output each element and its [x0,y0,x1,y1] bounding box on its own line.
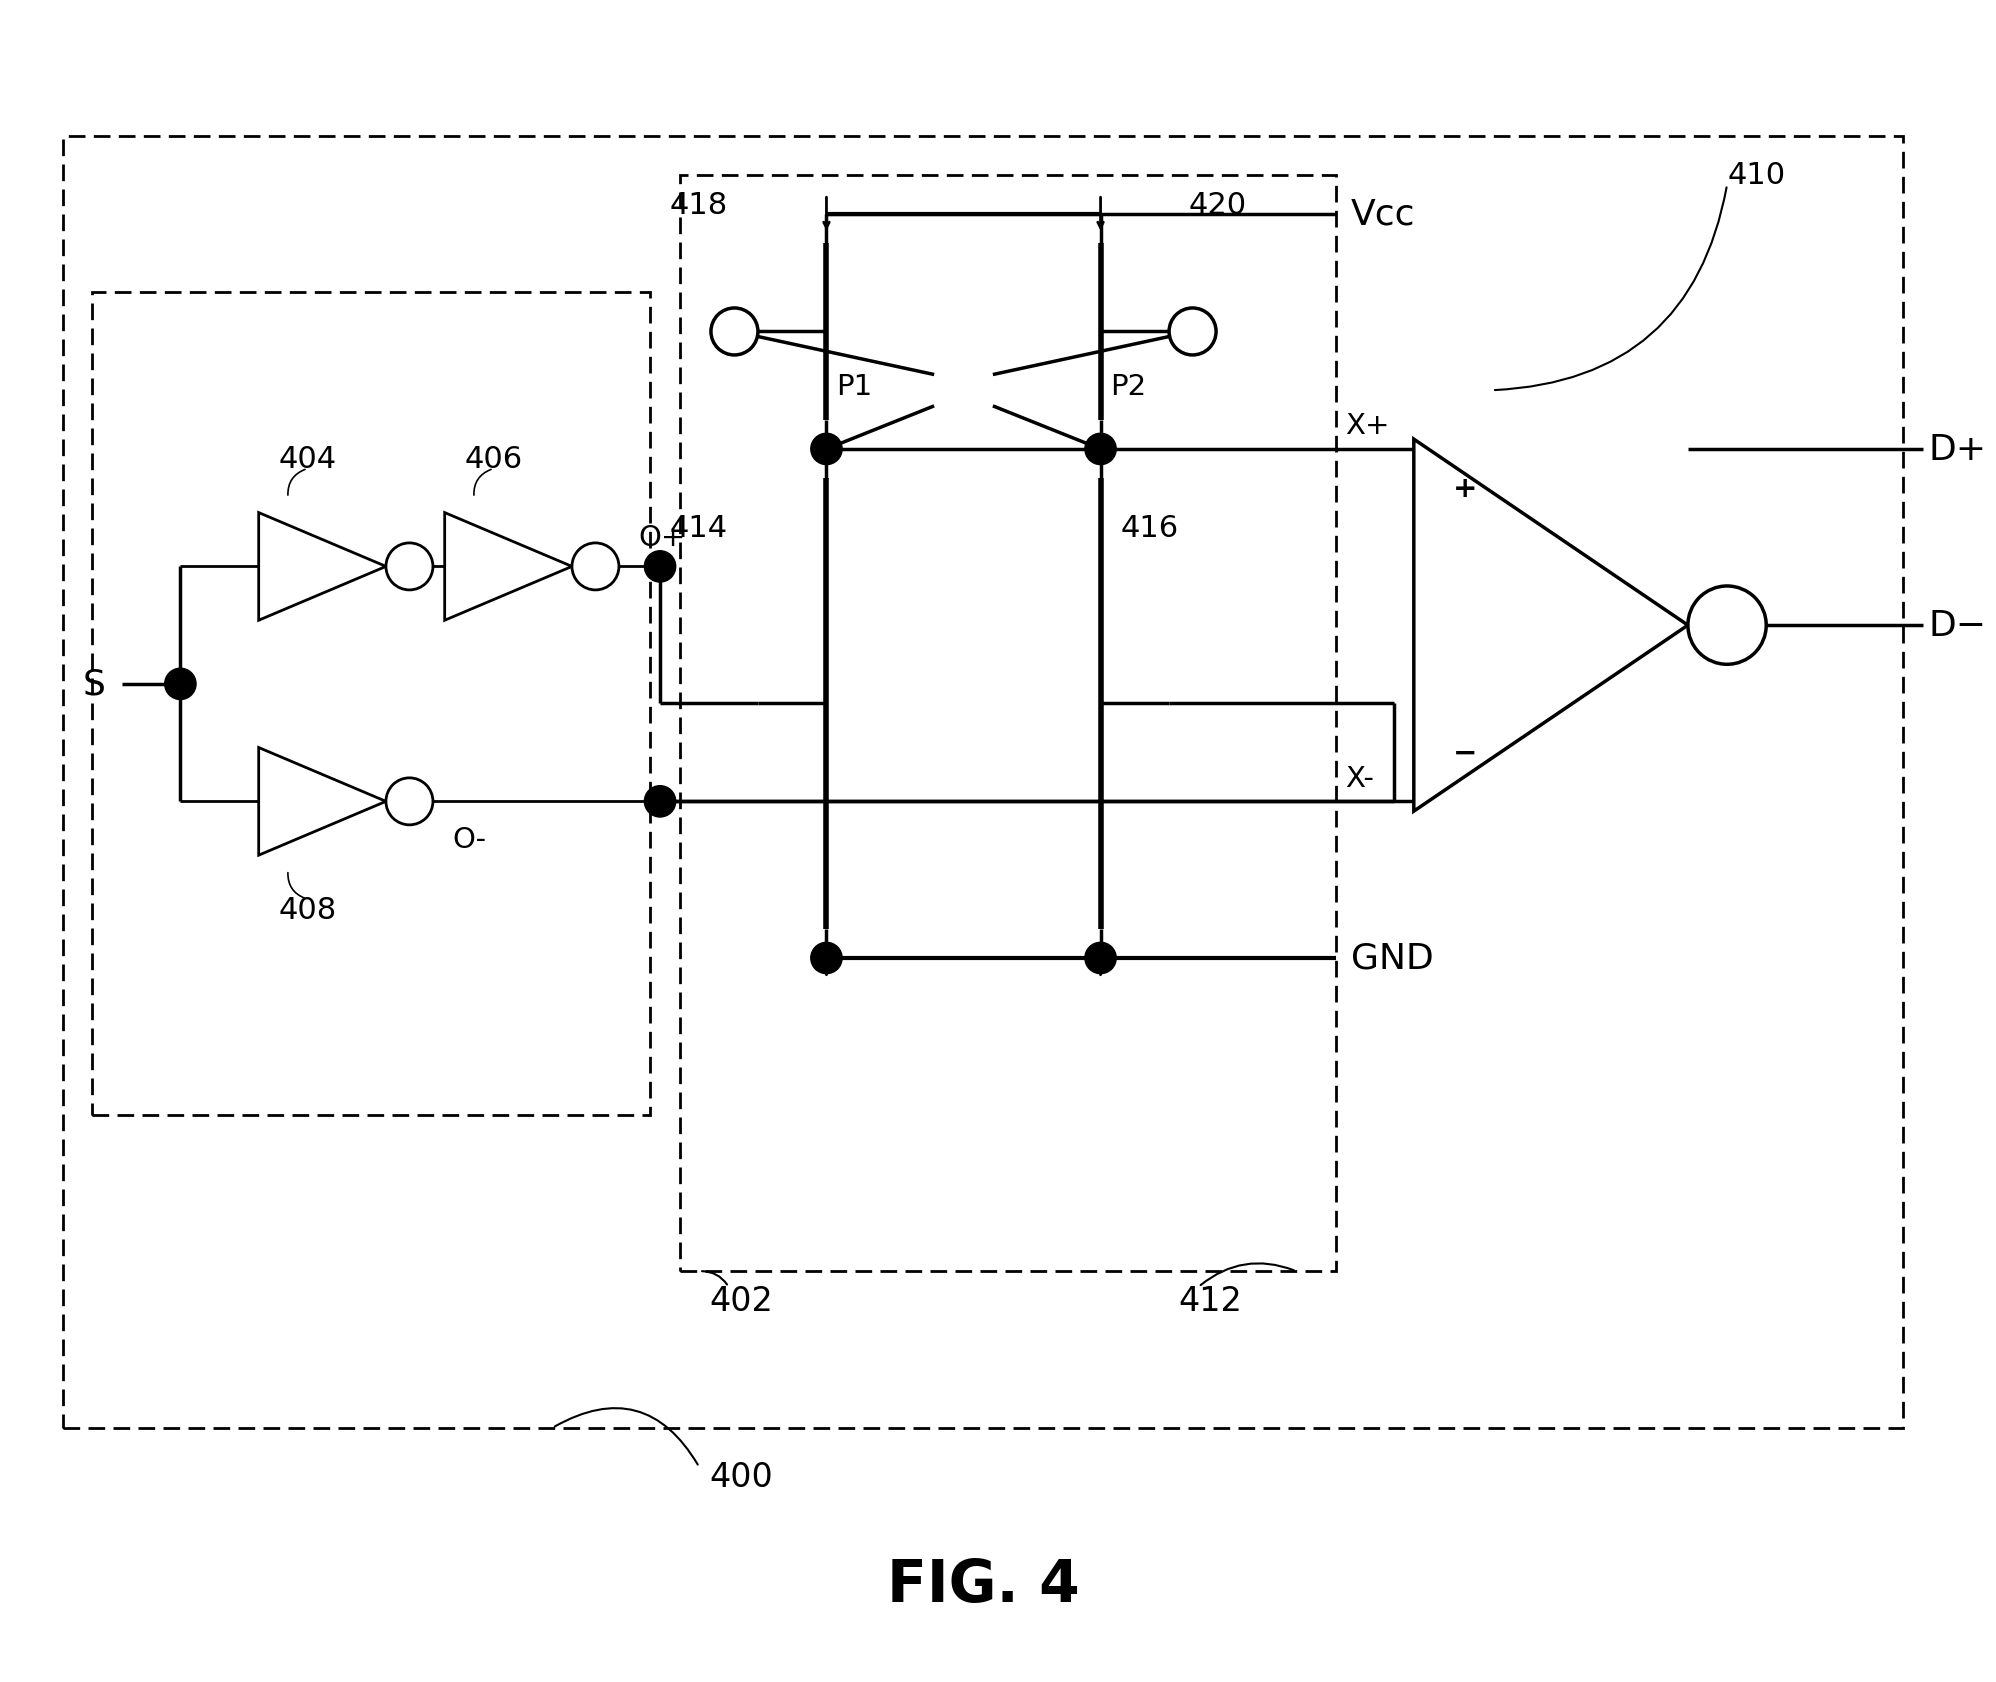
Circle shape [1689,587,1766,664]
Text: 406: 406 [465,446,523,474]
Text: 410: 410 [1727,161,1784,190]
Text: 404: 404 [277,446,337,474]
Text: X-: X- [1345,764,1373,792]
Circle shape [711,309,758,357]
Text: +: + [1453,474,1477,503]
Text: O+: O+ [639,523,687,552]
Circle shape [810,942,842,974]
Text: P2: P2 [1110,373,1146,400]
Circle shape [810,434,842,466]
Circle shape [166,669,196,700]
Circle shape [645,785,677,817]
Text: Vcc: Vcc [1351,198,1415,232]
Circle shape [1086,942,1116,974]
Circle shape [645,552,677,582]
Text: GND: GND [1351,942,1433,976]
Text: O-: O- [453,826,487,853]
Text: 400: 400 [709,1460,772,1494]
Text: −: − [1453,738,1477,767]
Text: X+: X+ [1345,412,1389,441]
Text: 420: 420 [1190,190,1248,220]
Text: D−: D− [1928,609,1986,643]
Bar [64,136,1904,1428]
Circle shape [385,779,433,826]
Text: D+: D+ [1928,432,1986,466]
Text: S: S [82,668,106,701]
Bar [679,175,1335,1272]
Circle shape [1170,309,1216,357]
Text: 418: 418 [671,190,729,220]
Circle shape [573,543,619,590]
Text: P1: P1 [836,373,872,400]
Text: FIG. 4: FIG. 4 [886,1556,1080,1613]
Circle shape [385,543,433,590]
Text: 402: 402 [709,1285,772,1317]
Circle shape [1086,434,1116,466]
Text: 416: 416 [1120,513,1178,542]
Bar [92,293,651,1115]
Text: 414: 414 [671,513,729,542]
Text: 412: 412 [1180,1285,1244,1317]
Text: 408: 408 [277,895,337,923]
